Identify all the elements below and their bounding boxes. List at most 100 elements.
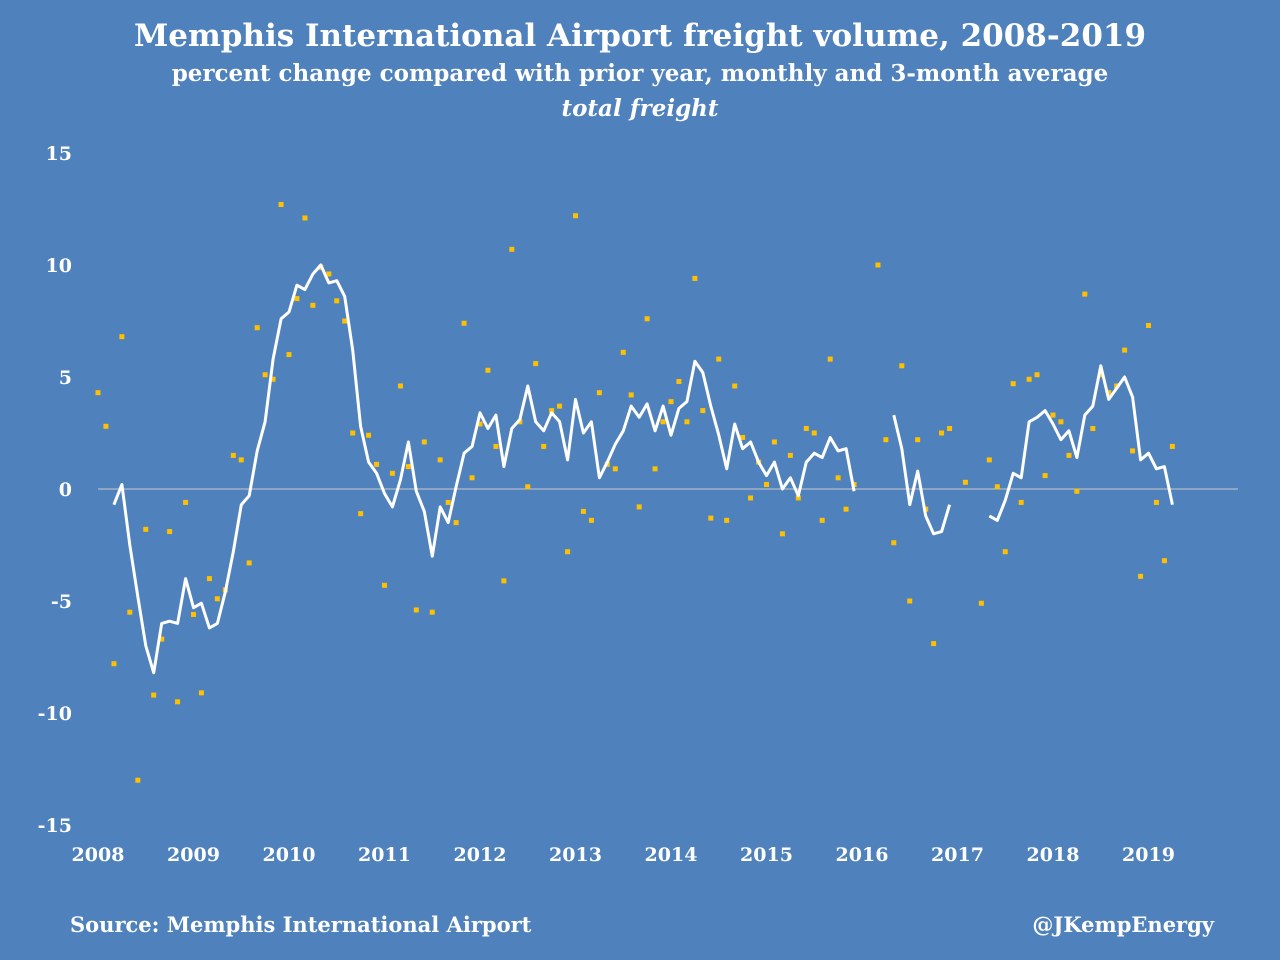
y-tick-label: 5 [59, 367, 72, 389]
monthly-point [342, 318, 348, 324]
y-tick-label: 15 [46, 143, 72, 165]
monthly-point [541, 443, 547, 449]
monthly-point [397, 383, 403, 389]
monthly-point [835, 475, 841, 481]
monthly-point [278, 202, 284, 208]
monthly-point [111, 661, 117, 667]
monthly-point [159, 636, 165, 642]
monthly-point [175, 699, 181, 705]
monthly-point [779, 531, 785, 537]
monthly-point [891, 540, 897, 546]
three-month-average-line [112, 263, 1174, 675]
monthly-point [183, 499, 189, 505]
monthly-point [716, 356, 722, 362]
monthly-point [1082, 291, 1088, 297]
monthly-point [1169, 443, 1175, 449]
monthly-point [1010, 381, 1016, 387]
monthly-point [596, 390, 602, 396]
monthly-points [95, 202, 1175, 783]
monthly-point [214, 596, 220, 602]
monthly-point [389, 470, 395, 476]
y-tick-label: -10 [38, 703, 72, 725]
monthly-point [947, 426, 953, 432]
monthly-point [334, 298, 340, 304]
monthly-point [978, 600, 984, 606]
monthly-point [167, 529, 173, 535]
monthly-point [803, 426, 809, 432]
monthly-point [962, 479, 968, 485]
average-line-segment [112, 263, 856, 675]
monthly-point [437, 457, 443, 463]
monthly-point [795, 495, 801, 501]
monthly-point [1130, 448, 1136, 454]
monthly-point [119, 334, 125, 340]
monthly-point [668, 399, 674, 405]
x-tick-label: 2008 [72, 844, 125, 866]
monthly-point [986, 457, 992, 463]
monthly-point [580, 508, 586, 514]
x-tick-label: 2015 [740, 844, 793, 866]
monthly-point [127, 609, 133, 615]
monthly-point [469, 475, 475, 481]
monthly-point [533, 361, 539, 367]
monthly-point [302, 215, 308, 221]
monthly-point [358, 511, 364, 517]
monthly-point [708, 515, 714, 521]
monthly-point [350, 430, 356, 436]
monthly-point [1106, 390, 1112, 396]
monthly-point [994, 484, 1000, 490]
monthly-point [811, 430, 817, 436]
monthly-point [270, 376, 276, 382]
monthly-point [939, 430, 945, 436]
monthly-point [206, 576, 212, 582]
x-tick-label: 2017 [931, 844, 984, 866]
source-note: Source: Memphis International Airport [70, 912, 532, 937]
monthly-point [676, 378, 682, 384]
monthly-point [254, 325, 260, 331]
chart-subtitle-freight: total freight [561, 95, 719, 122]
monthly-point [509, 246, 515, 252]
monthly-point [326, 271, 332, 277]
monthly-point [573, 213, 578, 219]
monthly-point [1042, 473, 1048, 479]
monthly-point [875, 262, 881, 268]
monthly-point [724, 517, 730, 523]
monthly-point [374, 461, 380, 467]
monthly-point [907, 598, 913, 604]
monthly-point [771, 439, 777, 445]
monthly-point [262, 372, 268, 378]
monthly-point [915, 437, 921, 443]
monthly-point [230, 452, 236, 458]
monthly-point [843, 506, 849, 512]
monthly-point [732, 383, 738, 389]
y-axis-ticks: 15 10 5 0 -5 -10 -15 [38, 143, 72, 837]
y-tick-label: -15 [38, 815, 72, 837]
monthly-point [1090, 426, 1096, 432]
monthly-point [286, 352, 292, 358]
monthly-point [238, 457, 244, 463]
monthly-point [557, 403, 563, 409]
monthly-point [191, 611, 196, 617]
x-tick-label: 2014 [645, 844, 698, 866]
chart-subtitle: percent change compared with prior year,… [171, 60, 1109, 87]
monthly-point [382, 582, 387, 588]
x-tick-label: 2019 [1122, 844, 1175, 866]
average-line-segment [988, 364, 1174, 522]
monthly-point [684, 419, 690, 425]
monthly-point [485, 367, 491, 373]
monthly-point [1050, 412, 1056, 418]
monthly-point [1066, 452, 1072, 458]
monthly-point [644, 316, 650, 322]
monthly-point [453, 520, 459, 526]
monthly-point [620, 349, 626, 355]
monthly-point [549, 408, 555, 414]
monthly-point [787, 452, 793, 458]
monthly-point [588, 517, 594, 523]
monthly-point [636, 504, 642, 510]
monthly-point [421, 439, 427, 445]
author-credit: @JKempEnergy [1032, 912, 1214, 937]
x-tick-label: 2013 [549, 844, 602, 866]
average-line-segment [892, 414, 952, 536]
monthly-point [366, 432, 372, 438]
